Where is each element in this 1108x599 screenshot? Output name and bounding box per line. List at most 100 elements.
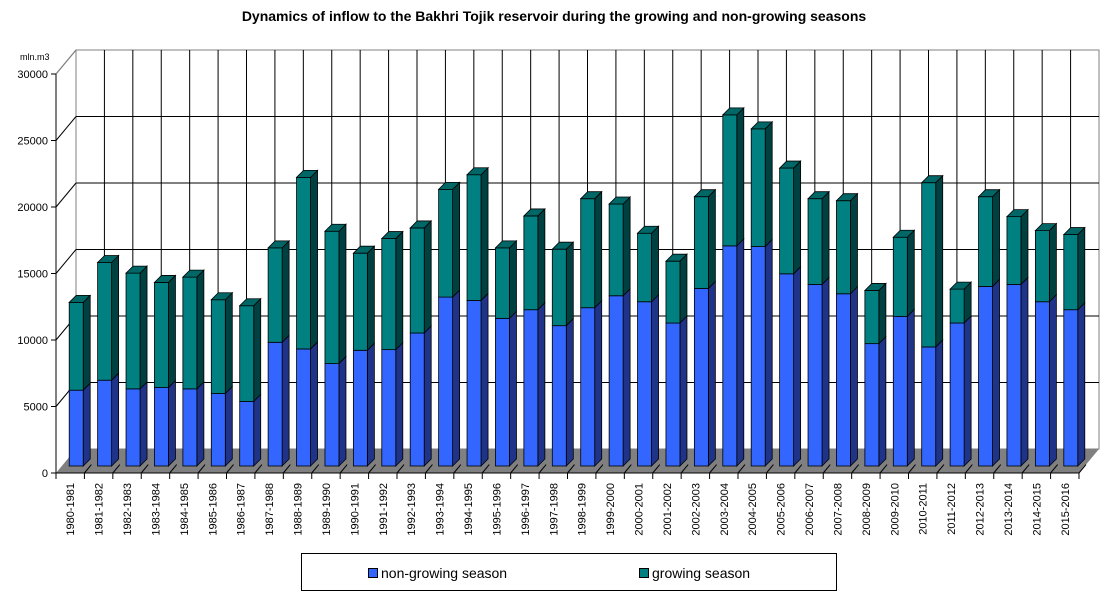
bar-top <box>892 229 916 238</box>
bar-top <box>693 189 717 198</box>
bar-top <box>920 175 944 184</box>
bar-group-1992-1993 <box>409 219 433 467</box>
bar-side-growing <box>821 190 830 286</box>
bar-side-non-growing <box>1048 293 1057 467</box>
bar-side-growing <box>622 196 631 297</box>
bar-growing <box>608 203 624 297</box>
bar-growing <box>352 252 368 351</box>
bar-non-growing <box>637 301 652 467</box>
bar-side-non-growing <box>963 315 972 467</box>
floor-tick-4 <box>169 464 178 474</box>
floor-tick-6 <box>226 464 234 474</box>
bar-top <box>750 121 774 130</box>
bar-group-1990-1991 <box>352 245 376 467</box>
y-tick-label: 30000 <box>17 69 48 81</box>
bar-growing <box>154 282 169 388</box>
bar-non-growing <box>267 341 283 467</box>
floor-tick-33 <box>993 464 1002 474</box>
bar-side-non-growing <box>366 342 375 467</box>
bar-side-non-growing <box>992 278 1000 467</box>
x-tick-label: 2007-2008 <box>832 483 844 536</box>
bar-growing <box>1034 230 1050 303</box>
floor-tick-7 <box>254 464 263 474</box>
floor-tick-31 <box>936 464 945 474</box>
bar-side-non-growing <box>1020 276 1029 467</box>
floor-tick-30 <box>908 464 916 474</box>
floor-tick-18 <box>567 464 575 474</box>
bar-group-2005-2006 <box>778 160 802 467</box>
bar-growing <box>239 305 255 402</box>
x-tick-label: 2008-2009 <box>861 483 873 536</box>
x-tick-label: 1985-1986 <box>207 483 219 536</box>
bar-non-growing <box>693 288 709 467</box>
bar-non-growing <box>495 317 510 467</box>
floor-tick-16 <box>510 464 519 474</box>
bar-growing <box>466 174 482 301</box>
x-tick-label: 1983-1984 <box>150 483 162 536</box>
x-tick-label: 1984-1985 <box>179 483 191 536</box>
bar-side-growing <box>253 297 262 403</box>
x-tick-label: 2000-2001 <box>634 483 646 536</box>
bar-top <box>636 225 660 234</box>
legend: non-growing season growing season <box>301 553 837 591</box>
floor-tick-32 <box>964 464 973 474</box>
floor-tick-11 <box>368 464 376 474</box>
bar-growing <box>210 299 226 394</box>
x-tick-label: 2010-2011 <box>918 483 930 535</box>
bar-top <box>437 181 461 190</box>
bar-top <box>96 255 120 263</box>
bar-side-growing <box>594 190 603 309</box>
bar-non-growing <box>892 315 908 467</box>
y-tick-label: 5000 <box>24 402 48 414</box>
bar-side-non-growing <box>878 335 887 467</box>
bar-group-1980-1981 <box>68 294 92 467</box>
bar-non-growing <box>608 295 624 467</box>
bar-top <box>352 245 376 254</box>
bar-side-growing <box>793 160 802 275</box>
x-tick-label: 2004-2005 <box>747 483 759 536</box>
bar-top <box>238 298 262 307</box>
bar-side-growing <box>1020 208 1029 286</box>
bar-side-non-growing <box>196 380 205 467</box>
bar-non-growing <box>466 300 482 467</box>
bar-side-non-growing <box>622 287 631 467</box>
x-tick-label: 2013-2014 <box>1003 483 1015 536</box>
bar-side-growing <box>850 192 858 295</box>
bar-side-non-growing <box>736 237 745 467</box>
x-tick-label: 1987-1988 <box>264 483 276 536</box>
bar-side-growing <box>878 282 887 345</box>
bar-top <box>1034 223 1058 231</box>
bar-group-1997-1998 <box>551 241 575 467</box>
floor-tick-25 <box>766 464 774 474</box>
bar-growing <box>892 236 908 317</box>
legend-label-non-growing: non-growing season <box>381 565 508 581</box>
x-tick-label: 2001-2002 <box>662 483 674 536</box>
bar-side-non-growing <box>480 292 489 467</box>
bar-growing <box>438 188 454 298</box>
bar-side-non-growing <box>168 379 176 467</box>
x-tick-label: 1996-1997 <box>520 483 532 536</box>
bar-group-1998-1999 <box>579 190 603 467</box>
x-tick-label: 2006-2007 <box>804 483 816 536</box>
bar-group-2003-2004 <box>721 106 745 467</box>
bar-growing <box>864 290 880 345</box>
bar-top <box>68 295 92 303</box>
floor-tick-9 <box>311 464 320 474</box>
x-tick-label: 1980-1981 <box>65 483 77 536</box>
gridline-side-25000 <box>55 116 77 141</box>
bar-side-non-growing <box>310 340 318 467</box>
floor-tick-27 <box>822 464 831 474</box>
bar-side-non-growing <box>935 338 944 467</box>
bar-top <box>551 241 575 250</box>
bar-non-growing <box>125 388 141 467</box>
bar-non-growing <box>97 379 113 467</box>
x-tick-label: 1992-1993 <box>406 483 418 536</box>
bar-growing <box>637 232 652 303</box>
bar-side-non-growing <box>253 393 262 467</box>
bar-non-growing <box>551 325 567 467</box>
x-tick-label: 1997-1998 <box>548 483 560 536</box>
bar-side-non-growing <box>594 299 603 467</box>
floor-tick-20 <box>623 464 632 474</box>
bar-group-1987-1988 <box>267 239 291 467</box>
x-tick-labels: 1980-1981 1981-1982 1982-1983 1983-1984 1984… <box>65 483 1072 536</box>
